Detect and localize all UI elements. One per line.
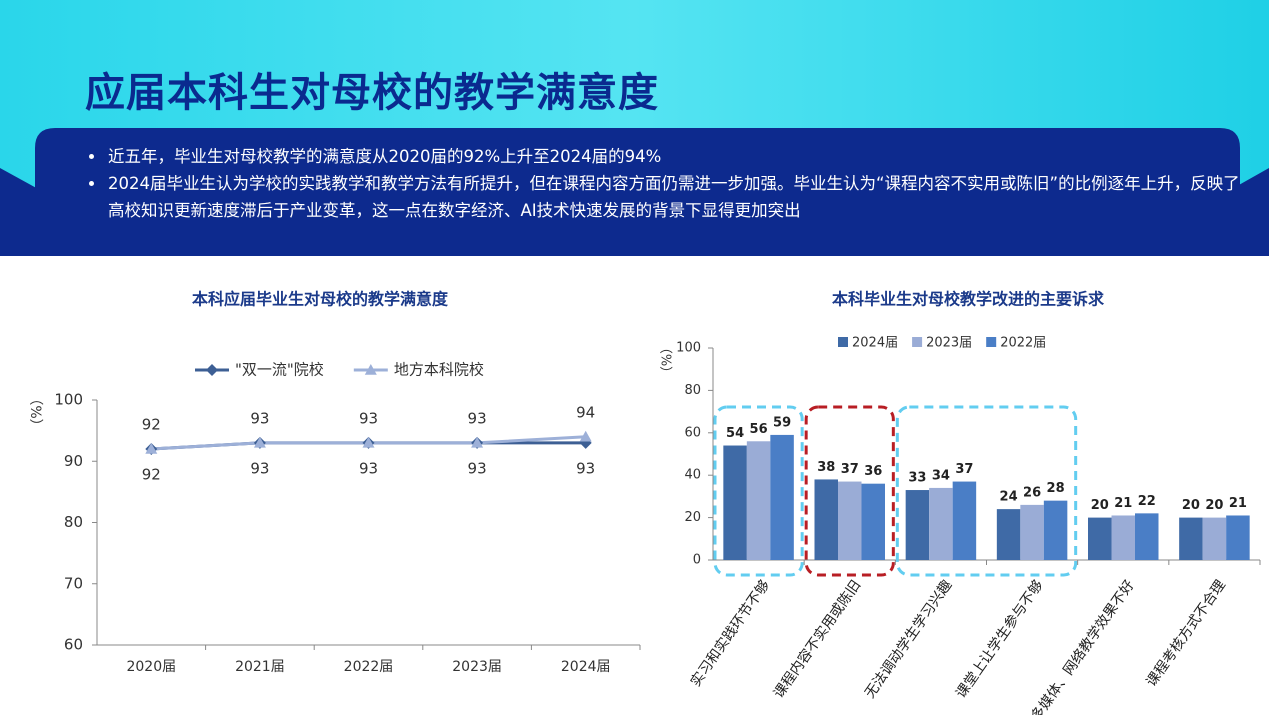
bar	[1020, 504, 1044, 560]
data-label: 37	[841, 462, 859, 477]
data-label: 37	[955, 462, 973, 477]
bar	[723, 445, 747, 560]
point	[253, 436, 266, 448]
y-tick-label: 100	[676, 341, 701, 356]
data-label: 34	[932, 468, 950, 483]
legend-marker	[364, 364, 377, 375]
y-tick-label: 70	[64, 574, 83, 592]
x-tick-label: 多媒体、网络教学效果不好	[1028, 577, 1138, 715]
bullet-list: 近五年，毕业生对母校教学的满意度从2020届的92%上升至2024届的94% 2…	[80, 143, 1256, 224]
highlight-frame	[895, 405, 1078, 577]
bar	[952, 481, 977, 560]
data-label: 93	[359, 409, 378, 427]
data-label: 93	[250, 409, 269, 427]
bar	[746, 441, 771, 560]
x-tick-label: 实习和实践环节不够	[688, 577, 773, 689]
data-label: 93	[468, 409, 487, 427]
legend-swatch	[912, 337, 923, 347]
legend-swatch	[838, 337, 848, 347]
bar	[814, 479, 838, 560]
bar	[1043, 500, 1068, 560]
data-label: 36	[864, 464, 882, 479]
y-tick-label: 100	[54, 391, 83, 409]
left-wing	[0, 168, 40, 256]
y-axis-label: （%）	[27, 391, 43, 432]
data-label: 20	[1091, 498, 1109, 513]
legend-label: 地方本科院校	[394, 361, 484, 379]
bar	[1179, 517, 1203, 560]
y-tick-label: 40	[684, 468, 701, 483]
bar	[905, 490, 930, 560]
bar	[770, 434, 794, 560]
highlight-frame	[804, 405, 895, 577]
legend-label: 2023届	[926, 336, 972, 351]
data-label: 20	[1182, 498, 1200, 513]
data-label: 24	[1000, 490, 1018, 505]
bar	[1111, 515, 1135, 560]
data-label: 38	[817, 460, 835, 475]
x-tick-label: 课程内容不实用或陈旧	[770, 577, 864, 701]
point	[579, 430, 592, 442]
bar	[1088, 517, 1112, 560]
data-label: 94	[576, 403, 595, 421]
data-label: 92	[142, 416, 161, 434]
data-label: 92	[142, 466, 161, 484]
y-tick-label: 60	[684, 425, 701, 440]
y-tick-label: 60	[64, 636, 83, 654]
x-tick-label: 课堂上让学生参与不够	[952, 577, 1046, 701]
bar	[1202, 517, 1227, 560]
highlight-frame	[713, 405, 804, 577]
x-tick-label: 2021届	[235, 659, 285, 675]
data-label: 93	[359, 459, 378, 477]
x-tick-label: 2024届	[561, 659, 611, 675]
legend-label: "双一流"院校	[235, 361, 324, 379]
data-label: 21	[1114, 496, 1132, 511]
x-tick-label: 2022届	[344, 659, 394, 675]
bar	[838, 481, 862, 560]
y-tick-label: 80	[64, 513, 83, 531]
data-label: 54	[726, 426, 744, 441]
slide-title: 应届本科生对母校的教学满意度	[85, 70, 659, 116]
bar	[929, 487, 953, 560]
x-tick-label: 2023届	[452, 659, 502, 675]
point	[471, 436, 484, 448]
data-label: 20	[1205, 498, 1223, 513]
chart-title: 本科毕业生对母校教学改进的主要诉求	[832, 290, 1105, 309]
legend-swatch	[986, 337, 997, 347]
data-label: 56	[750, 422, 768, 437]
y-tick-label: 20	[684, 510, 701, 525]
point	[145, 443, 158, 454]
data-label: 93	[250, 459, 269, 477]
data-label: 22	[1138, 494, 1156, 509]
bar	[996, 509, 1021, 560]
chart-title: 本科应届毕业生对母校的教学满意度	[192, 290, 449, 309]
bullet: 近五年，毕业生对母校教学的满意度从2020届的92%上升至2024届的94%	[106, 143, 1256, 170]
data-label: 26	[1023, 485, 1041, 500]
bullet: 2024届毕业生认为学校的实践教学和教学方法有所提升，但在课程内容方面仍需进一步…	[106, 170, 1256, 224]
legend-label: 2024届	[852, 336, 898, 351]
data-label: 93	[468, 459, 487, 477]
x-tick-label: 课程考核方式不合理	[1144, 577, 1229, 689]
data-label: 33	[908, 471, 926, 486]
legend-marker	[206, 364, 218, 376]
x-tick-label: 2020届	[126, 659, 176, 675]
bar	[1135, 513, 1159, 560]
y-tick-label: 0	[693, 553, 701, 568]
data-label: 93	[576, 459, 595, 477]
bar	[1226, 515, 1250, 560]
bullet-banner	[35, 128, 1240, 256]
y-tick-label: 90	[64, 452, 83, 470]
x-tick-label: 无法调动学生学习兴趣	[862, 577, 955, 701]
point	[362, 436, 375, 448]
legend-label: 2022届	[1000, 336, 1046, 351]
data-label: 28	[1047, 481, 1065, 496]
y-tick-label: 80	[684, 383, 701, 398]
data-label: 21	[1229, 496, 1247, 511]
bar	[861, 483, 885, 560]
data-label: 59	[773, 415, 791, 430]
y-axis-label: （%）	[658, 341, 673, 379]
